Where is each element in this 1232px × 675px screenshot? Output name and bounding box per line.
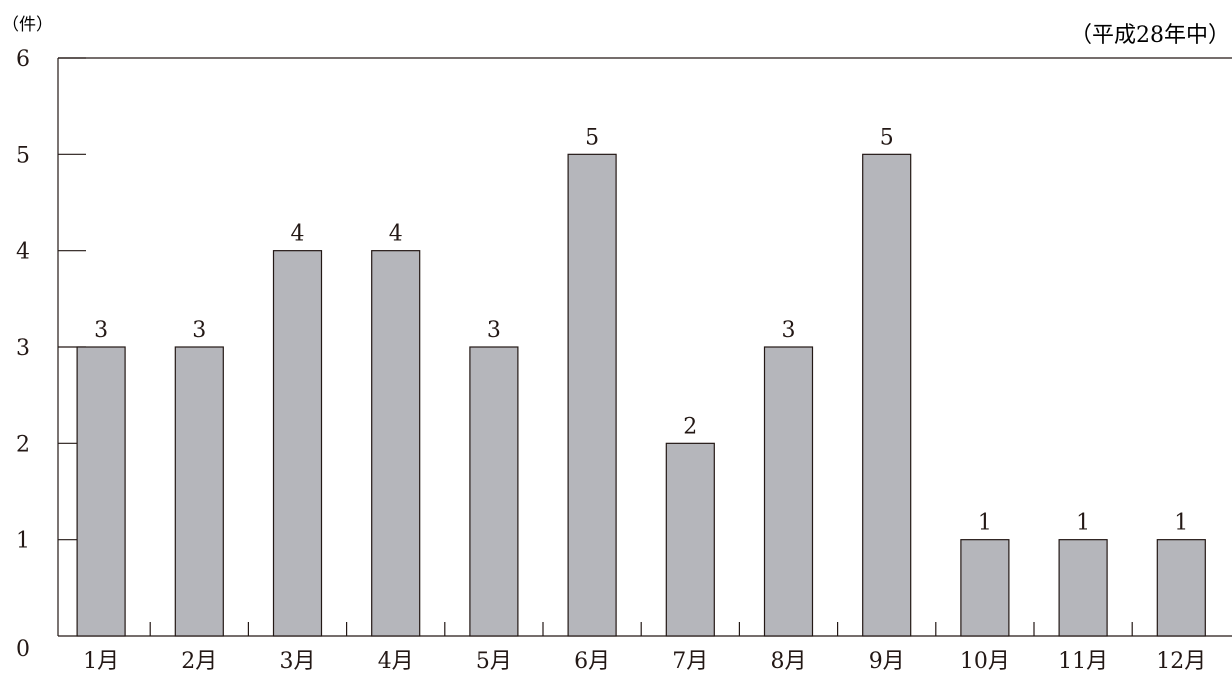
x-axis-labels: 1月 2月 3月 4月 5月 6月 7月 8月 9月 10月 11月 12月	[83, 649, 1206, 674]
x-tick-label: 7月	[672, 649, 708, 674]
y-tick-label: 4	[16, 240, 30, 265]
chart-note: （平成28年中）	[1070, 23, 1230, 48]
data-label: 2	[683, 414, 697, 439]
data-label: 3	[782, 318, 796, 343]
data-label: 5	[880, 125, 894, 150]
x-tick-label: 9月	[869, 649, 905, 674]
x-tick-label: 2月	[181, 649, 217, 674]
data-label: 5	[585, 125, 599, 150]
x-tick-label: 6月	[574, 649, 610, 674]
axes	[57, 57, 1232, 637]
y-tick-label: 5	[16, 143, 30, 168]
data-label: 3	[192, 318, 206, 343]
data-label: 1	[1076, 511, 1090, 536]
y-tick-label: 6	[16, 47, 30, 72]
bar	[960, 539, 1010, 637]
data-label: 4	[389, 222, 403, 247]
x-tick-label: 11月	[1058, 649, 1108, 674]
y-tick-label: 1	[16, 529, 30, 554]
x-tick-label: 4月	[378, 649, 414, 674]
data-label: 1	[978, 511, 992, 536]
data-label: 1	[1174, 511, 1188, 536]
bars	[76, 153, 1206, 637]
bar	[567, 153, 617, 637]
bar	[272, 250, 323, 637]
bar	[174, 346, 224, 637]
x-tick-label: 5月	[476, 649, 512, 674]
bar	[1058, 539, 1108, 637]
x-tick-label: 3月	[280, 649, 316, 674]
y-axis-ticks: 0 1 2 3 4 5 6	[16, 47, 86, 662]
x-tick-label: 10月	[960, 649, 1010, 674]
y-tick-label: 3	[16, 336, 30, 361]
x-tick-label: 1月	[83, 649, 119, 674]
x-tick-label: 12月	[1156, 649, 1206, 674]
y-tick-label: 2	[16, 432, 30, 457]
bar	[469, 346, 519, 637]
bar	[1156, 539, 1206, 637]
bar	[862, 153, 912, 637]
data-label: 3	[94, 318, 108, 343]
data-labels: 3 3 4 4 3 5 2 3 5 1 1 1	[94, 125, 1188, 535]
x-tick-label: 8月	[771, 649, 807, 674]
bar	[371, 250, 421, 637]
data-label: 3	[487, 318, 501, 343]
bar	[665, 442, 715, 637]
bar	[76, 346, 126, 637]
y-tick-label: 0	[16, 637, 30, 662]
y-unit-label: （件）	[2, 15, 53, 35]
bar	[763, 346, 814, 637]
data-label: 4	[291, 222, 305, 247]
